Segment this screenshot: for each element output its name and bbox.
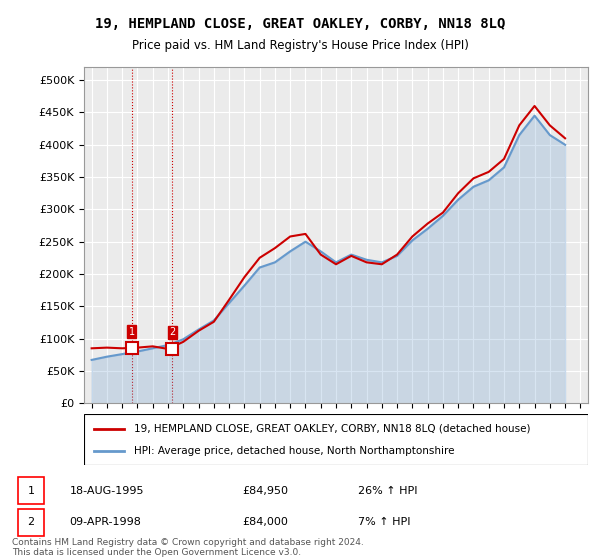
Text: 7% ↑ HPI: 7% ↑ HPI bbox=[358, 517, 410, 528]
Text: 1: 1 bbox=[28, 486, 35, 496]
FancyBboxPatch shape bbox=[18, 477, 44, 504]
Text: 1: 1 bbox=[129, 326, 135, 337]
Text: Price paid vs. HM Land Registry's House Price Index (HPI): Price paid vs. HM Land Registry's House … bbox=[131, 39, 469, 52]
Text: 19, HEMPLAND CLOSE, GREAT OAKLEY, CORBY, NN18 8LQ: 19, HEMPLAND CLOSE, GREAT OAKLEY, CORBY,… bbox=[95, 17, 505, 31]
Text: Contains HM Land Registry data © Crown copyright and database right 2024.
This d: Contains HM Land Registry data © Crown c… bbox=[12, 538, 364, 557]
Text: £84,950: £84,950 bbox=[242, 486, 289, 496]
FancyBboxPatch shape bbox=[18, 509, 44, 536]
Text: 18-AUG-1995: 18-AUG-1995 bbox=[70, 486, 144, 496]
Text: 19, HEMPLAND CLOSE, GREAT OAKLEY, CORBY, NN18 8LQ (detached house): 19, HEMPLAND CLOSE, GREAT OAKLEY, CORBY,… bbox=[134, 423, 531, 433]
Text: 2: 2 bbox=[28, 517, 35, 528]
Text: £84,000: £84,000 bbox=[242, 517, 288, 528]
FancyBboxPatch shape bbox=[84, 414, 588, 465]
Text: HPI: Average price, detached house, North Northamptonshire: HPI: Average price, detached house, Nort… bbox=[134, 446, 455, 456]
Text: 2: 2 bbox=[169, 327, 175, 337]
Text: 09-APR-1998: 09-APR-1998 bbox=[70, 517, 142, 528]
Text: 26% ↑ HPI: 26% ↑ HPI bbox=[358, 486, 417, 496]
